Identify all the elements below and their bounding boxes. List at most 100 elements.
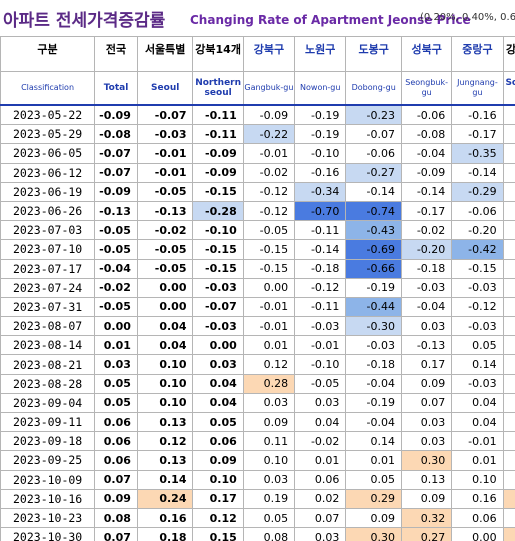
- value-cell[interactable]: 0.09: [192, 450, 244, 471]
- value-cell[interactable]: -0.04: [502, 104, 515, 126]
- date-cell[interactable]: 2023-08-28: [0, 373, 96, 394]
- value-cell[interactable]: 0.04: [502, 258, 515, 279]
- value-cell[interactable]: -0.01: [294, 335, 347, 356]
- value-cell[interactable]: -0.15: [451, 258, 504, 279]
- value-cell[interactable]: 0.16: [451, 488, 504, 509]
- value-cell[interactable]: -0.15: [192, 181, 244, 202]
- value-cell[interactable]: 0.05: [242, 507, 296, 529]
- value-cell[interactable]: -0.03: [401, 277, 453, 298]
- value-cell[interactable]: -0.03: [294, 316, 347, 337]
- value-cell[interactable]: 0.08: [94, 507, 138, 529]
- value-cell[interactable]: 0.16: [136, 507, 194, 529]
- value-cell[interactable]: -0.18: [345, 354, 403, 375]
- value-cell[interactable]: 0.09: [94, 488, 138, 509]
- date-cell[interactable]: 2023-09-18: [0, 431, 96, 452]
- value-cell[interactable]: -0.70: [294, 200, 347, 222]
- value-cell[interactable]: 0.11: [502, 316, 515, 337]
- value-cell[interactable]: -0.19: [345, 392, 403, 414]
- date-cell[interactable]: 2023-08-21: [0, 354, 96, 375]
- value-cell[interactable]: 0.13: [401, 469, 453, 490]
- value-cell[interactable]: -0.17: [401, 200, 453, 222]
- value-cell[interactable]: 0.17: [502, 354, 515, 375]
- value-cell[interactable]: -0.13: [136, 200, 194, 222]
- value-cell[interactable]: -0.22: [242, 124, 296, 145]
- value-cell[interactable]: 0.01: [242, 335, 296, 356]
- value-cell[interactable]: 0.29: [345, 488, 403, 509]
- date-cell[interactable]: 2023-05-29: [0, 124, 96, 145]
- date-cell[interactable]: 2023-06-19: [0, 181, 96, 202]
- value-cell[interactable]: 0.14: [451, 354, 504, 375]
- value-cell[interactable]: -0.30: [345, 316, 403, 337]
- value-cell[interactable]: 0.05: [502, 239, 515, 260]
- value-cell[interactable]: -0.12: [451, 296, 504, 318]
- date-cell[interactable]: 2023-07-17: [0, 258, 96, 279]
- value-cell[interactable]: -0.16: [294, 162, 347, 183]
- value-cell[interactable]: -0.14: [451, 162, 504, 183]
- value-cell[interactable]: 0.01: [94, 335, 138, 356]
- value-cell[interactable]: -0.05: [242, 220, 296, 241]
- value-cell[interactable]: -0.03: [345, 335, 403, 356]
- value-cell[interactable]: 0.12: [242, 354, 296, 375]
- value-cell[interactable]: 0.17: [192, 488, 244, 509]
- value-cell[interactable]: 0.00: [94, 316, 138, 337]
- value-cell[interactable]: -0.13: [94, 200, 138, 222]
- value-cell[interactable]: 0.09: [345, 507, 403, 529]
- value-cell[interactable]: -0.05: [94, 220, 138, 241]
- value-cell[interactable]: -0.42: [451, 239, 504, 260]
- date-cell[interactable]: 2023-09-11: [0, 411, 96, 433]
- value-cell[interactable]: -0.04: [401, 143, 453, 164]
- value-cell[interactable]: 0.15: [192, 527, 244, 541]
- value-cell[interactable]: 0.04: [192, 373, 244, 394]
- value-cell[interactable]: -0.66: [345, 258, 403, 279]
- value-cell[interactable]: -0.18: [401, 258, 453, 279]
- value-cell[interactable]: -0.05: [94, 239, 138, 260]
- value-cell[interactable]: -0.15: [242, 239, 296, 260]
- value-cell[interactable]: 0.04: [136, 335, 194, 356]
- date-cell[interactable]: 2023-06-26: [0, 200, 96, 222]
- value-cell[interactable]: 0.24: [136, 488, 194, 509]
- value-cell[interactable]: -0.01: [451, 431, 504, 452]
- value-cell[interactable]: -0.05: [136, 239, 194, 260]
- value-cell[interactable]: -0.02: [242, 162, 296, 183]
- value-cell[interactable]: 0.01: [294, 450, 347, 471]
- value-cell[interactable]: -0.09: [192, 162, 244, 183]
- value-cell[interactable]: 0.03: [94, 354, 138, 375]
- value-cell[interactable]: 0.07: [401, 392, 453, 414]
- value-cell[interactable]: 0.03: [294, 392, 347, 414]
- value-cell[interactable]: 0.03: [294, 527, 347, 541]
- value-cell[interactable]: 0.30: [345, 527, 403, 541]
- value-cell[interactable]: -0.16: [451, 104, 504, 126]
- value-cell[interactable]: 0.00: [136, 296, 194, 318]
- value-cell[interactable]: 0.15: [502, 392, 515, 414]
- value-cell[interactable]: -0.18: [294, 258, 347, 279]
- value-cell[interactable]: 0.18: [502, 469, 515, 490]
- value-cell[interactable]: -0.07: [94, 143, 138, 164]
- value-cell[interactable]: -0.01: [242, 296, 296, 318]
- value-cell[interactable]: -0.07: [192, 296, 244, 318]
- value-cell[interactable]: -0.07: [94, 162, 138, 183]
- value-cell[interactable]: 0.04: [294, 411, 347, 433]
- value-cell[interactable]: 0.05: [451, 335, 504, 356]
- value-cell[interactable]: 0.05: [345, 469, 403, 490]
- value-cell[interactable]: -0.15: [242, 258, 296, 279]
- value-cell[interactable]: 0.15: [502, 373, 515, 394]
- value-cell[interactable]: -0.10: [294, 143, 347, 164]
- value-cell[interactable]: 0.31: [502, 488, 515, 509]
- value-cell[interactable]: 0.14: [136, 469, 194, 490]
- value-cell[interactable]: -0.09: [94, 104, 138, 126]
- value-cell[interactable]: -0.20: [401, 239, 453, 260]
- value-cell[interactable]: -0.05: [136, 258, 194, 279]
- value-cell[interactable]: 0.19: [502, 507, 515, 529]
- value-cell[interactable]: 0.17: [401, 354, 453, 375]
- date-cell[interactable]: 2023-07-24: [0, 277, 96, 298]
- value-cell[interactable]: 0.30: [401, 450, 453, 471]
- value-cell[interactable]: 0.11: [242, 431, 296, 452]
- value-cell[interactable]: 0.01: [345, 450, 403, 471]
- value-cell[interactable]: 0.01: [502, 200, 515, 222]
- date-cell[interactable]: 2023-07-31: [0, 296, 96, 318]
- value-cell[interactable]: 0.21: [502, 527, 515, 541]
- value-cell[interactable]: 0.06: [502, 162, 515, 183]
- value-cell[interactable]: -0.19: [294, 124, 347, 145]
- date-cell[interactable]: 2023-06-12: [0, 162, 96, 183]
- value-cell[interactable]: 0.09: [242, 411, 296, 433]
